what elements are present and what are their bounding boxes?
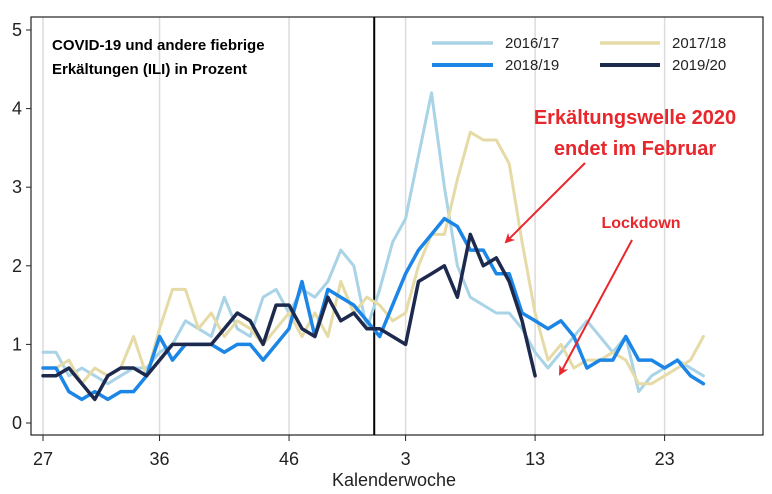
legend-label-2019-20: 2019/20 [672, 57, 726, 74]
annotation-lockdown-arrow [559, 239, 633, 376]
x-tick-label: 3 [401, 449, 411, 469]
x-tick-label: 13 [525, 449, 545, 469]
legend-label-2018-19: 2018/19 [505, 57, 559, 74]
x-tick-label: 27 [33, 449, 53, 469]
series-line-2017-18 [41, 130, 705, 386]
annotation-wave-line-2: endet im Februar [554, 138, 716, 160]
x-tick-label: 23 [655, 449, 675, 469]
legend-label-2016-17: 2016/17 [505, 35, 559, 52]
grid-lines [42, 17, 666, 435]
legend-label-2017-18: 2017/18 [672, 35, 726, 52]
x-tick-label: 46 [279, 449, 299, 469]
y-tick-label: 3 [12, 177, 22, 197]
y-tick-label: 5 [12, 20, 22, 40]
annotation-wave-line-1: Erkältungswelle 2020 [534, 107, 736, 129]
annotation-wave-arrow [504, 162, 586, 244]
y-tick-label: 0 [12, 413, 22, 433]
chart-title-line-2: Erkältungen (ILI) in Prozent [52, 61, 247, 78]
legend: 2016/17 2017/18 2018/19 2019/20 [432, 35, 726, 74]
y-tick-label: 4 [12, 99, 22, 119]
x-axis-title: Kalenderwoche [332, 470, 456, 490]
chart-title-line-1: COVID-19 und andere fiebrige [52, 37, 265, 54]
plot-frame [30, 16, 764, 436]
x-tick-label: 36 [150, 449, 170, 469]
series-lines [41, 91, 706, 402]
y-tick-label: 1 [12, 334, 22, 354]
plot-border [30, 16, 764, 436]
annotation-lockdown-label: Lockdown [601, 215, 680, 232]
y-tick-label: 2 [12, 256, 22, 276]
series-line-2019-20 [41, 232, 537, 402]
